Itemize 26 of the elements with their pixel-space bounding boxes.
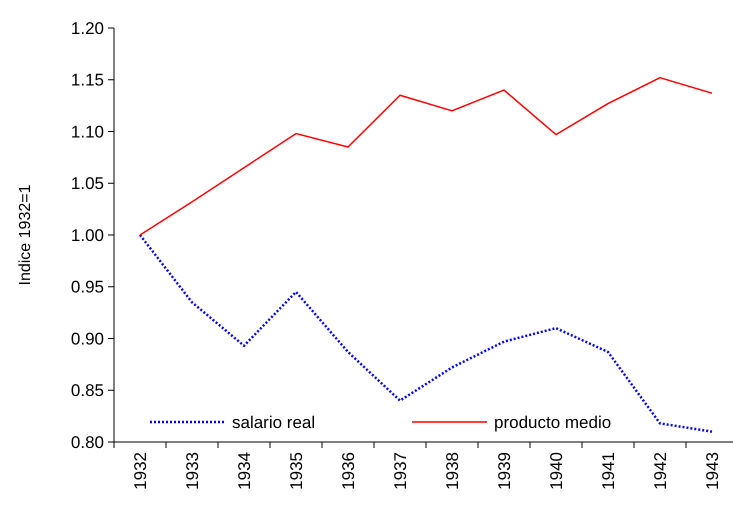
y-tick-label: 0.80 <box>70 432 104 452</box>
legend-label: salario real <box>232 412 316 432</box>
x-tick-label: 1943 <box>702 452 722 490</box>
y-tick-label: 1.00 <box>70 226 104 245</box>
line-series <box>138 234 714 433</box>
y-tick-label: 0.85 <box>70 381 104 400</box>
y-axis-title: Indice 1932=1 <box>17 184 34 286</box>
x-tick-label: 1941 <box>598 452 618 490</box>
y-tick-label: 1.10 <box>70 122 104 142</box>
y-tick-label: 1.20 <box>70 18 104 38</box>
y-tick-label: 1.05 <box>70 174 104 194</box>
y-tick-label: 0.90 <box>70 329 104 348</box>
y-tick-label: 1.15 <box>70 70 104 90</box>
x-tick-label: 1939 <box>494 452 514 490</box>
x-tick-label: 1934 <box>234 452 254 490</box>
x-tick-label: 1940 <box>546 452 566 490</box>
x-tick-label: 1935 <box>286 452 306 490</box>
x-tick-label: 1937 <box>390 452 410 490</box>
x-tick-label: 1932 <box>130 452 150 490</box>
x-tick-label: 1936 <box>338 452 358 490</box>
x-tick-label: 1938 <box>442 452 462 490</box>
x-tick-label: 1942 <box>650 452 670 490</box>
legend-label: producto medio <box>494 412 612 432</box>
y-tick-label: 0.95 <box>70 278 104 297</box>
x-tick-label: 1933 <box>182 452 202 490</box>
line-series <box>139 76 713 236</box>
